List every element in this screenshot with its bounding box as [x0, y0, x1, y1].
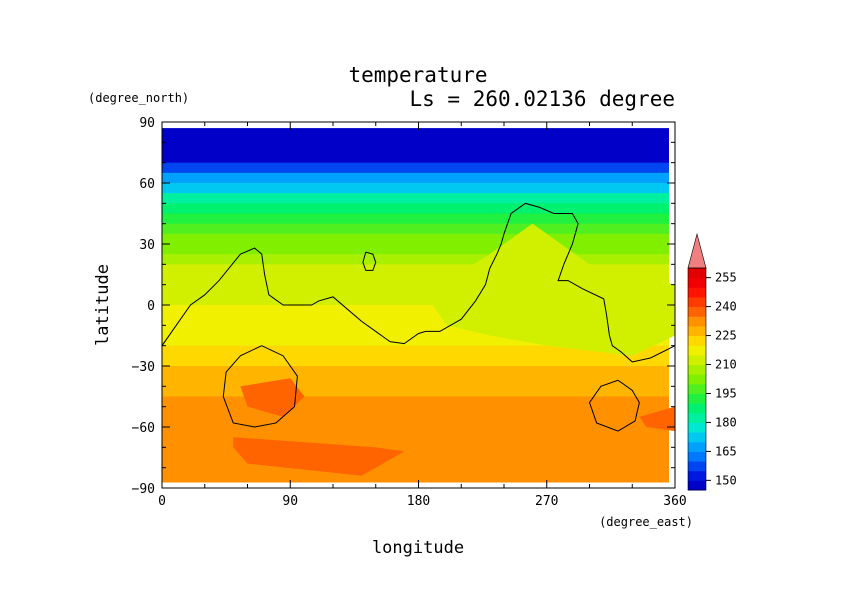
- y-units-label: (degree_north): [88, 91, 189, 105]
- y-tick-label: 30: [139, 238, 155, 253]
- colorbar-extend-arrow: [687, 232, 707, 269]
- heatmap-band: [162, 254, 669, 265]
- colorbar-swatch: [688, 432, 706, 443]
- heatmap-band: [162, 183, 669, 194]
- heatmap-band: [162, 152, 669, 164]
- colorbar-swatch: [688, 287, 706, 298]
- x-tick-label: 180: [407, 494, 430, 509]
- x-tick-label: 90: [282, 494, 298, 509]
- colorbar-swatch: [688, 470, 706, 481]
- chart-title: temperature: [348, 63, 487, 87]
- warm-region-east: [639, 406, 675, 432]
- heatmap-band: [162, 128, 669, 154]
- colorbar-swatch: [688, 364, 706, 375]
- warm-region-crater: [240, 378, 305, 417]
- colorbar-swatch: [688, 412, 706, 423]
- colorbar-label: 150: [715, 473, 737, 487]
- colorbar-swatch: [688, 393, 706, 404]
- heatmap-band: [162, 162, 669, 174]
- colorbar-swatch: [688, 325, 706, 337]
- colorbar-swatch: [688, 461, 706, 472]
- x-axis-label: longitude: [372, 538, 464, 558]
- chart-subtitle: Ls = 260.02136 degree: [409, 87, 675, 111]
- contour-ring-small: [362, 251, 377, 271]
- heatmap-band: [162, 427, 669, 483]
- x-units-label: (degree_east): [599, 515, 693, 529]
- colorbar-frame: [687, 267, 707, 491]
- colorbar-swatch: [688, 316, 706, 327]
- y-tick-label: 60: [139, 177, 155, 192]
- y-tick-label: −60: [132, 421, 155, 436]
- contour-ring-argyre: [588, 379, 640, 432]
- colorbar-legend: 150 165 180 195 210 225 240 255: [687, 232, 737, 491]
- colorbar-swatch: [688, 422, 706, 433]
- y-axis-label: latitude: [93, 264, 113, 346]
- colorbar-label: 225: [715, 329, 737, 343]
- colorbar-label: 255: [715, 271, 737, 285]
- colorbar-label: 195: [715, 386, 737, 400]
- colorbar-swatch: [688, 335, 706, 346]
- colorbar-swatch: [688, 345, 706, 356]
- heatmap-band: [162, 366, 669, 398]
- colorbar-swatch: [688, 403, 706, 414]
- colorbar-swatch: [688, 296, 706, 308]
- colorbar-swatch: [688, 354, 706, 366]
- colorbar-label: 165: [715, 444, 737, 458]
- heatmap-band: [162, 244, 669, 255]
- heatmap-band: [162, 233, 669, 245]
- colorbar-swatch: [688, 268, 706, 279]
- heatmap-band: [162, 193, 669, 204]
- topography-contour-west: [162, 202, 675, 363]
- colorbar-label: 240: [715, 300, 737, 314]
- y-tick-label: −90: [132, 482, 155, 497]
- y-tick-label: 90: [139, 116, 155, 131]
- x-tick-label: 0: [158, 494, 166, 509]
- colorbar-swatch: [688, 277, 706, 288]
- warm-region-south: [233, 437, 405, 476]
- x-tick-label: 360: [663, 494, 686, 509]
- colorbar-swatch: [688, 441, 706, 452]
- x-tick-label: 270: [535, 494, 558, 509]
- colorbar-swatch: [688, 374, 706, 385]
- colorbar-swatch: [688, 480, 706, 491]
- heatmap-band: [162, 213, 669, 225]
- cool-region-tharsis: [425, 223, 675, 356]
- heatmap-band: [162, 345, 669, 367]
- heatmap-band: [162, 172, 669, 184]
- colorbar-label: 210: [715, 358, 737, 372]
- y-tick-label: 0: [147, 299, 155, 314]
- heatmap-band: [162, 223, 669, 235]
- y-tick-label: −30: [132, 360, 155, 375]
- colorbar-label: 180: [715, 415, 737, 429]
- colorbar-swatch: [688, 306, 706, 317]
- colorbar-swatch: [688, 383, 706, 394]
- contour-lines: [162, 202, 675, 432]
- heatmap-field: [162, 128, 675, 483]
- contour-ring-hellas: [222, 345, 298, 428]
- colorbar-swatch: [688, 451, 706, 462]
- axis-ticks: 0 90 180 270 360 90 60 30 0 −30 −60 −90: [132, 116, 687, 509]
- heatmap-band: [162, 203, 669, 215]
